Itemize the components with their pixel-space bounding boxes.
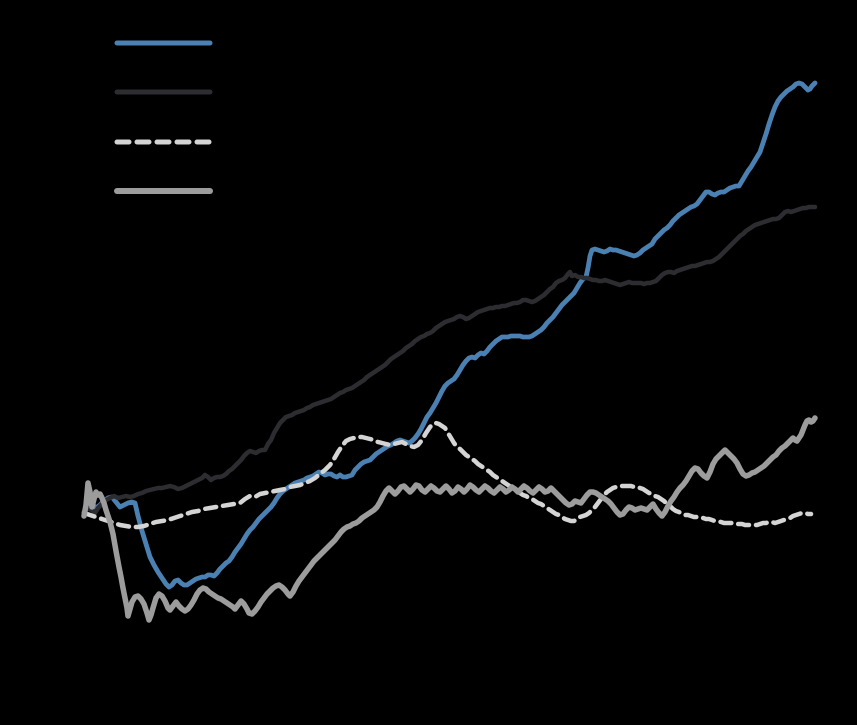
series-line-gray-solid: [81, 415, 818, 623]
series-line-dark-solid: [81, 204, 818, 516]
series-layer: [81, 80, 818, 623]
legend: [114, 40, 213, 194]
series-line-blue-solid: [81, 80, 818, 590]
